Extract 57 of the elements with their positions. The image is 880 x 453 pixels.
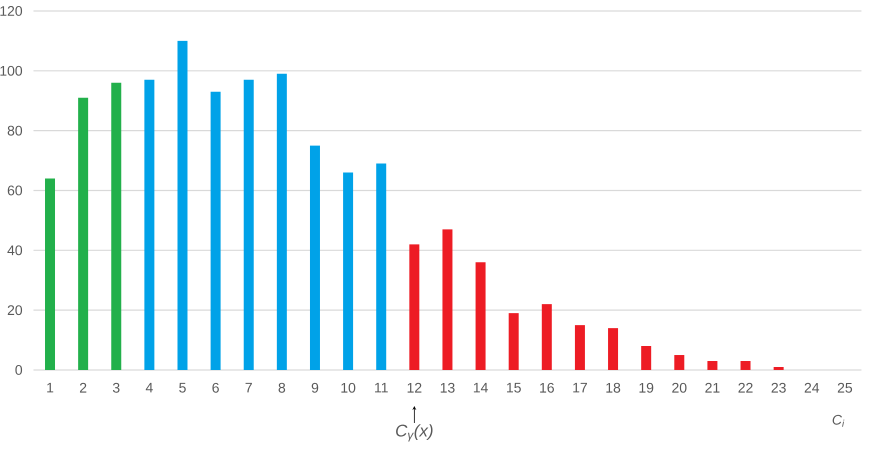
x-tick-label: 7	[246, 382, 252, 392]
bar	[409, 244, 420, 370]
x-tick-label: 9	[312, 382, 318, 393]
x-tick-label: 23	[772, 382, 786, 393]
x-tick-label: 13	[440, 382, 455, 393]
x-tick-label: 3	[112, 382, 120, 393]
bar	[641, 346, 652, 370]
bar	[542, 304, 552, 370]
x-tick-label: 24	[804, 382, 820, 393]
x-tick-label: 16	[540, 382, 554, 393]
x-tick-label: 4	[146, 382, 153, 392]
x-tick-label: 25	[838, 382, 852, 393]
text: C$_{γ}$(x)	[396, 424, 433, 442]
x-tick-label: 12	[408, 382, 422, 393]
bar	[310, 146, 320, 370]
bar	[177, 40, 188, 370]
bar	[111, 82, 122, 370]
x-tick-label: 14	[474, 382, 488, 392]
bar	[707, 361, 718, 370]
x-tick-label: 19	[639, 382, 654, 393]
y-tick-label: 80	[8, 126, 22, 136]
bar	[574, 325, 585, 370]
x-axis-title: C$_{i}$	[832, 414, 844, 427]
bar	[276, 74, 287, 370]
x-tick-label: 10	[341, 382, 356, 393]
x-tick-label: 8	[278, 382, 286, 393]
x-tick-label: 20	[672, 382, 687, 393]
bar	[78, 98, 88, 370]
bar	[210, 92, 221, 370]
x-tick-label: 2	[80, 382, 86, 393]
bar	[476, 262, 486, 370]
bar	[442, 229, 452, 370]
bar	[45, 178, 56, 370]
bar	[508, 313, 519, 370]
y-tick-label: 40	[7, 245, 22, 256]
x-tick-label: 18	[606, 382, 620, 393]
y-tick-label: 100	[0, 66, 22, 76]
bar	[343, 172, 354, 370]
y-tick-label: 60	[8, 186, 22, 196]
x-tick-label: 21	[705, 382, 720, 393]
bar	[376, 164, 386, 370]
x-tick-label: 15	[506, 382, 521, 393]
bar	[740, 361, 751, 370]
x-tick-label: 11	[375, 382, 388, 392]
x-tick-label: 1	[47, 382, 54, 392]
bar	[144, 80, 154, 370]
bar	[674, 355, 684, 370]
x-tick-label: 22	[738, 382, 753, 393]
bar	[774, 366, 784, 370]
x-tick-label: 17	[573, 382, 587, 392]
x-tick-label: 5	[179, 382, 186, 393]
bar	[244, 80, 254, 370]
y-tick-label: 120	[0, 6, 22, 16]
y-tick-label: 0	[15, 365, 22, 375]
bar	[608, 328, 618, 370]
x-tick-label: 6	[212, 382, 219, 393]
y-tick-label: 20	[8, 305, 22, 316]
